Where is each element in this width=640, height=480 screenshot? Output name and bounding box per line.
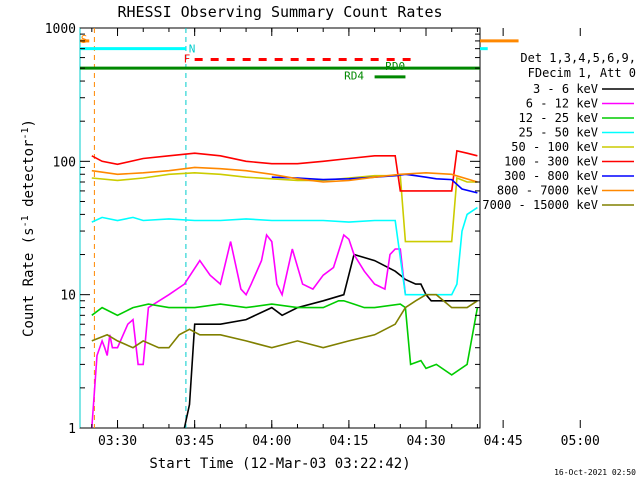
y-axis-label-end: )	[21, 119, 37, 127]
y-axis-label-sup2: -1	[20, 127, 31, 139]
legend-label-7: 800 - 7000 keV	[497, 184, 598, 198]
legend-label-0: 3 - 6 keV	[533, 82, 598, 96]
x-tick-label-3: 04:15	[329, 434, 368, 449]
annotation-f: F	[184, 53, 191, 66]
event-bars: S NF RD0 RD4	[80, 33, 519, 83]
footer-date: 16-Oct-2021 02:50	[554, 468, 636, 477]
series-line-3	[91, 206, 478, 296]
series-line-1	[91, 233, 407, 429]
legend-label-3: 25 - 50 keV	[519, 126, 598, 140]
y-tick-label-3: 1000	[45, 22, 76, 37]
series-line-7	[91, 166, 478, 183]
x-tick-label-4: 04:30	[406, 434, 445, 449]
series-line-5	[91, 149, 478, 192]
legend-header-1: Det 1,3,4,5,6,9,	[520, 51, 636, 65]
y-axis-label-main: Count Rate (s	[21, 227, 37, 337]
legend-label-1: 6 - 12 keV	[526, 97, 598, 111]
x-tick-label-0: 03:30	[98, 434, 137, 449]
annotation-n: N	[189, 43, 196, 56]
x-tick-label-2: 04:00	[252, 434, 291, 449]
x-axis-label: Start Time (12-Mar-03 03:22:42)	[149, 456, 410, 472]
legend-label-8: 7000 - 15000 keV	[482, 198, 598, 212]
legend-label-4: 50 - 100 keV	[511, 140, 598, 154]
event-markers	[79, 28, 187, 428]
annotation-rd4: RD4	[344, 70, 364, 83]
x-tick-label-1: 03:45	[175, 434, 214, 449]
x-tick-label-5: 04:45	[484, 434, 523, 449]
annotation-rd0: RD0	[385, 60, 405, 73]
y-axis-label-sup1: -1	[20, 215, 31, 227]
y-tick-label-0: 1	[68, 422, 76, 437]
series-lines	[91, 149, 479, 429]
annotation-s: S	[81, 33, 88, 46]
series-line-8	[91, 293, 478, 349]
y-axis-label: Count Rate (s-1 detector-1)	[20, 119, 37, 337]
legend-label-5: 100 - 300 keV	[504, 155, 598, 169]
y-axis-label-mid: detector	[21, 140, 37, 216]
legend-label-2: 12 - 25 keV	[519, 111, 598, 125]
legend-label-6: 300 - 800 keV	[504, 169, 598, 183]
chart-title: RHESSI Observing Summary Count Rates	[117, 3, 442, 21]
y-axis: 1 10 100 1000	[45, 22, 480, 437]
y-tick-label-2: 100	[53, 155, 76, 170]
x-tick-label-6: 05:00	[561, 434, 600, 449]
x-axis: 03:30 03:45 04:00 04:15 04:30 04:45 05:00	[91, 28, 600, 449]
series-line-2	[91, 300, 479, 376]
y-tick-label-1: 10	[60, 289, 76, 304]
legend-header-2: FDecim 1, Att 0	[528, 66, 636, 80]
legend: Det 1,3,4,5,6,9, FDecim 1, Att 0 3 - 6 k…	[482, 51, 636, 212]
